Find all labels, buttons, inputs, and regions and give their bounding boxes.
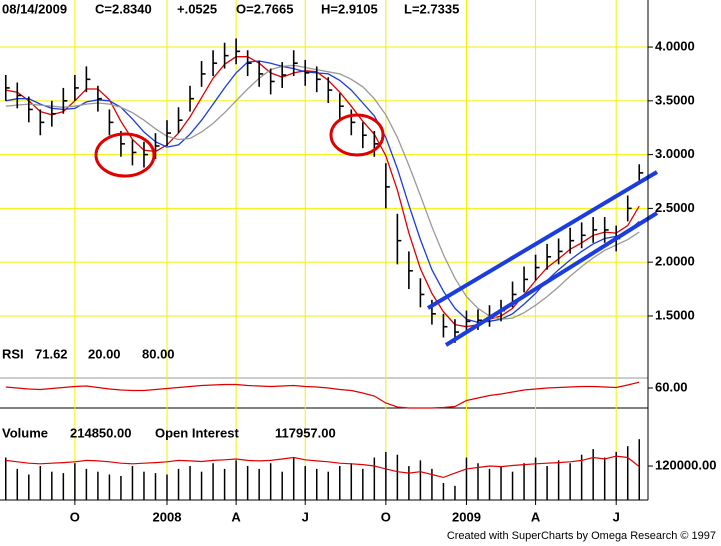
- x-tick-label: 2008: [153, 509, 182, 524]
- legend-text: 20.00: [88, 346, 121, 361]
- legend-text: Open Interest: [155, 425, 239, 440]
- x-tick-label: O: [70, 509, 80, 524]
- line: [5, 455, 640, 479]
- x-tick-label: A: [531, 509, 541, 524]
- header-text: 08/14/2009: [2, 1, 67, 16]
- y-tick-label: 2.5000: [655, 200, 695, 215]
- line: [5, 56, 640, 328]
- marks: [4, 38, 644, 500]
- trend-channel-upper: [426, 170, 659, 310]
- y-tick-label: 3.0000: [655, 146, 695, 161]
- header-text: +.0525: [177, 1, 217, 16]
- x-tick-label: 2009: [452, 509, 481, 524]
- y-tick-label: 3.5000: [655, 92, 695, 107]
- highlight-circle: [329, 113, 385, 157]
- line: [5, 381, 640, 409]
- legend-text: 214850.00: [70, 425, 131, 440]
- x-tick-label: J: [302, 509, 309, 524]
- y-tick-label: 1.5000: [655, 307, 695, 322]
- legend-text: Volume: [2, 425, 48, 440]
- line: [5, 60, 640, 324]
- highlight-circle: [94, 132, 156, 178]
- credit: Created with SuperCharts by Omega Resear…: [447, 530, 716, 542]
- trend-channel-lower: [444, 211, 659, 347]
- line: [5, 64, 640, 320]
- legend-text: 80.00: [142, 346, 175, 361]
- header-text: H=2.9105: [321, 1, 378, 16]
- annotations: [94, 113, 659, 347]
- y-tick-label: 2.0000: [655, 254, 695, 269]
- x-tick-label: A: [231, 509, 241, 524]
- legend-text: 117957.00: [275, 425, 336, 440]
- x-tick-label: O: [381, 509, 391, 524]
- header-text: L=2.7335: [404, 1, 459, 16]
- header-text: O=2.7665: [236, 1, 293, 16]
- header-text: C=2.8340: [95, 1, 152, 16]
- y-tick-label: 60.00: [655, 379, 688, 394]
- legend-text: RSI: [2, 346, 24, 361]
- y-tick-label: 120000.00: [655, 457, 716, 472]
- y-tick-label: 4.0000: [655, 38, 695, 53]
- x-tick-label: J: [613, 509, 620, 524]
- legend-text: 71.62: [35, 346, 68, 361]
